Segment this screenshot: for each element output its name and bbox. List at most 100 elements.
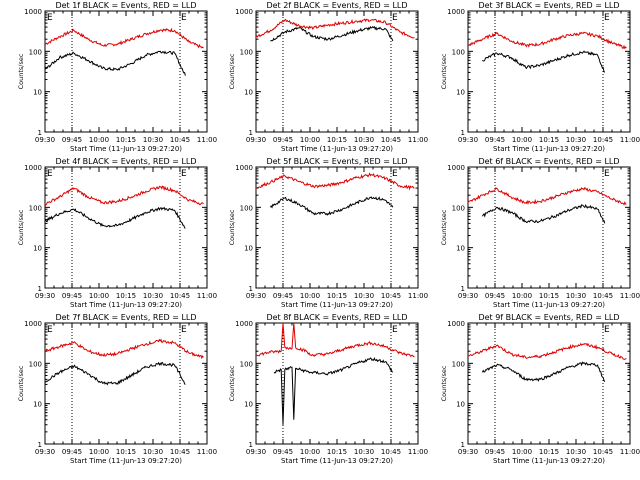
events-series-line [270, 25, 394, 42]
y-tick-label: 10 [244, 89, 253, 97]
x-tick-label: 10:15 [539, 292, 559, 300]
x-tick-label: 10:00 [300, 292, 320, 300]
time-marker-label: E [181, 169, 187, 179]
y-axis-label: Counts/sec [17, 209, 25, 245]
chart-panel-7: Det 7f BLACK = Events, RED = LLD 1 10 100 10… [17, 313, 217, 465]
events-series-line [44, 206, 186, 229]
x-tick-label: 09:30 [458, 448, 478, 456]
time-marker-label: E [392, 169, 398, 179]
y-tick-label: 100 [29, 48, 42, 56]
chart-panel-9: Det 9f BLACK = Events, RED = LLD 1 10 100 10… [440, 313, 640, 465]
chart-panel-1: Det 1f BLACK = Events, RED = LLD 1 10 100 10… [17, 1, 217, 153]
x-tick-label: 10:45 [593, 448, 613, 456]
y-tick-label: 1 [38, 441, 42, 449]
time-marker-label: E [604, 325, 610, 335]
y-tick-label: 10 [456, 401, 465, 409]
x-tick-label: 10:45 [381, 448, 401, 456]
x-tick-label: 10:30 [143, 136, 163, 144]
events-series-line [44, 50, 186, 76]
x-tick-label: 11:00 [197, 136, 217, 144]
x-axis-label: Start Time (11-Jun-13 09:27:20) [493, 301, 605, 309]
x-tick-label: 10:45 [593, 292, 613, 300]
y-tick-label: 1 [249, 441, 253, 449]
x-tick-label: 10:00 [89, 292, 109, 300]
x-tick-label: 09:45 [273, 292, 293, 300]
x-axis-label: Start Time (11-Jun-13 09:27:20) [493, 457, 605, 465]
x-tick-label: 11:00 [620, 292, 640, 300]
y-tick-label: 100 [29, 204, 42, 212]
corner-label: E [47, 169, 53, 179]
x-tick-label: 11:00 [620, 448, 640, 456]
x-tick-label: 09:30 [458, 292, 478, 300]
y-tick-label: 1000 [24, 320, 42, 328]
lld-series-line [44, 338, 204, 360]
chart-panel-2: Det 2f BLACK = Events, RED = LLD 1 10 100 10… [228, 1, 428, 153]
x-tick-label: 09:30 [458, 136, 478, 144]
events-series-line [481, 361, 606, 382]
y-tick-label: 1000 [24, 164, 42, 172]
x-tick-label: 09:45 [62, 292, 82, 300]
x-tick-label: 09:45 [485, 136, 505, 144]
y-tick-label: 1000 [24, 8, 42, 16]
plot-frame [255, 166, 419, 289]
chart-title: Det 8f BLACK = Events, RED = LLD [266, 313, 407, 322]
y-axis-label: Counts/sec [440, 53, 448, 89]
y-tick-label: 1000 [447, 164, 465, 172]
x-tick-label: 10:45 [170, 448, 190, 456]
y-tick-label: 1 [38, 129, 42, 137]
lld-series-line [255, 18, 415, 39]
x-tick-label: 10:45 [381, 136, 401, 144]
x-tick-label: 11:00 [197, 292, 217, 300]
x-tick-label: 10:30 [354, 136, 374, 144]
events-series-line [269, 196, 394, 216]
y-tick-label: 1 [461, 285, 465, 293]
x-tick-label: 09:30 [246, 292, 266, 300]
y-tick-label: 10 [244, 245, 253, 253]
x-tick-label: 10:15 [327, 448, 347, 456]
lld-series-line [255, 322, 415, 358]
y-tick-label: 1000 [235, 164, 253, 172]
x-tick-label: 09:30 [246, 448, 266, 456]
x-tick-label: 09:45 [62, 136, 82, 144]
y-tick-label: 10 [33, 401, 42, 409]
x-tick-label: 10:30 [143, 292, 163, 300]
x-tick-label: 11:00 [408, 448, 428, 456]
x-axis-label: Start Time (11-Jun-13 09:27:20) [281, 457, 393, 465]
chart-panel-6: Det 6f BLACK = Events, RED = LLD 1 10 100 10… [440, 157, 640, 309]
x-tick-label: 10:00 [89, 448, 109, 456]
y-tick-label: 100 [29, 360, 42, 368]
x-axis-label: Start Time (11-Jun-13 09:27:20) [281, 301, 393, 309]
x-tick-label: 09:45 [485, 292, 505, 300]
x-tick-label: 10:30 [566, 136, 586, 144]
plot-frame [467, 166, 631, 289]
events-series-line [482, 50, 606, 73]
x-tick-label: 09:30 [246, 136, 266, 144]
x-tick-label: 10:45 [170, 136, 190, 144]
lld-series-line [467, 186, 627, 206]
events-series-line [44, 361, 186, 386]
x-tick-label: 09:30 [35, 448, 55, 456]
plot-frame [467, 322, 631, 445]
y-tick-label: 100 [240, 360, 253, 368]
y-tick-label: 100 [240, 204, 253, 212]
chart-title: Det 1f BLACK = Events, RED = LLD [55, 1, 196, 10]
x-tick-label: 10:00 [512, 292, 532, 300]
lld-series-line [467, 31, 627, 50]
plot-frame [255, 322, 419, 445]
x-axis-label: Start Time (11-Jun-13 09:27:20) [281, 145, 393, 153]
x-tick-label: 10:00 [89, 136, 109, 144]
y-axis-label: Counts/sec [440, 365, 448, 401]
x-tick-label: 10:45 [381, 292, 401, 300]
x-tick-label: 10:15 [116, 448, 136, 456]
x-tick-label: 10:00 [512, 448, 532, 456]
chart-panel-8: Det 8f BLACK = Events, RED = LLD 1 10 100 10… [228, 313, 428, 465]
x-tick-label: 10:15 [327, 292, 347, 300]
x-tick-label: 09:45 [273, 136, 293, 144]
y-tick-label: 10 [33, 245, 42, 253]
y-axis-label: Counts/sec [440, 209, 448, 245]
lld-series-line [44, 185, 204, 206]
chart-title: Det 4f BLACK = Events, RED = LLD [55, 157, 196, 166]
x-tick-label: 11:00 [408, 136, 428, 144]
lld-series-line [255, 172, 415, 191]
